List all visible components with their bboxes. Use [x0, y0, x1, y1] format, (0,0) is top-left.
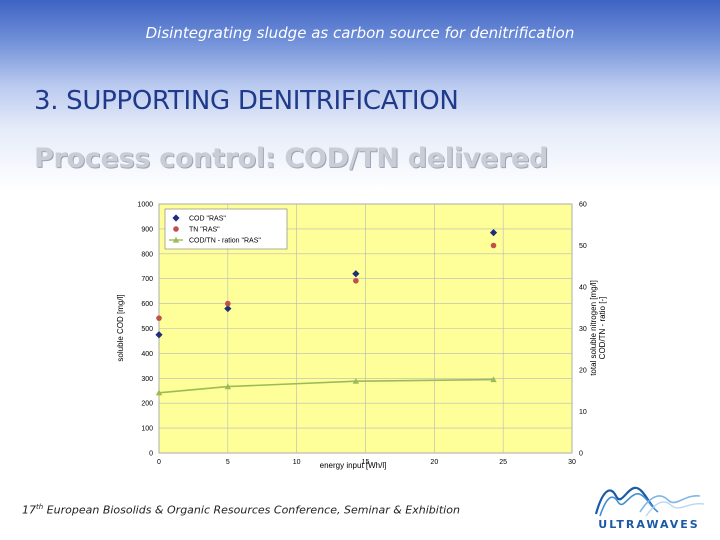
ultrawaves-logo: ULTRAWAVES [588, 482, 710, 534]
data-point [490, 376, 497, 383]
data-point [155, 331, 163, 339]
legend: COD "RAS" TN "RAS" COD/TN - ration "RAS" [164, 208, 288, 250]
data-point [155, 389, 163, 396]
y-right-tick-label: 20 [579, 368, 587, 375]
series-0 [155, 229, 498, 339]
data-point [156, 315, 162, 321]
y-left-tick-label: 700 [141, 276, 153, 283]
logo-text: ULTRAWAVES [598, 518, 700, 531]
y-left-tick-label: 500 [141, 326, 153, 333]
x-tick-label: 0 [157, 459, 161, 466]
legend-marker [172, 214, 180, 222]
y-right-tick-label: 10 [579, 409, 587, 416]
y-left-tick-label: 900 [141, 226, 153, 233]
slide-subtitle: Process control: COD/TN delivered [34, 143, 549, 174]
y-left-tick-label: 1000 [137, 202, 153, 209]
series-line [158, 378, 494, 394]
y-left-tick-label: 400 [141, 351, 153, 358]
footer-text: 17th European Biosolids & Organic Resour… [22, 503, 460, 517]
chart: 0 5 10 15 20 25 300100200300400500600700800900… [116, 202, 607, 471]
data-point [352, 270, 360, 278]
y-axis-label-left: soluble COD [mg/l] [116, 294, 125, 361]
legend-label: COD/TN - ration "RAS" [189, 238, 261, 245]
series-layer [155, 229, 498, 396]
logo-wave-icon [594, 486, 705, 517]
footer-superscript: th [36, 503, 44, 511]
legend-marker [173, 226, 179, 232]
legend-label: COD "RAS" [189, 216, 226, 223]
footer-rest: European Biosolids & Organic Resources C… [43, 503, 460, 517]
header-title: Disintegrating sludge as carbon source f… [145, 24, 575, 42]
legend-marker [172, 236, 180, 243]
data-point [225, 300, 231, 307]
x-tick-label: 15 [362, 459, 370, 466]
x-tick-label: 25 [499, 459, 507, 466]
y-right-tick-label: 50 [579, 243, 587, 250]
section-heading: 3. SUPPORTING DENITRIFICATION [34, 86, 459, 116]
y-left-tick-label: 100 [141, 426, 153, 433]
x-tick-label: 10 [293, 459, 301, 466]
y-left-tick-label: 0 [149, 451, 153, 458]
legend-box [164, 208, 288, 250]
y-left-tick-label: 800 [141, 251, 153, 258]
axes: 0 5 10 15 20 25 300100200300400500600700800900… [137, 202, 586, 467]
x-axis-label: energy input [Wh/l] [320, 461, 387, 470]
data-point [489, 229, 498, 237]
y-right-tick-label: 0 [579, 451, 583, 458]
data-point [352, 378, 360, 384]
y-right-tick-label: 60 [579, 202, 587, 209]
y-left-tick-label: 600 [141, 301, 153, 308]
x-tick-label: 20 [430, 459, 438, 466]
y-axis-label-right-1: total soluble nitrogen [mg/l] [589, 280, 598, 376]
data-point [353, 277, 359, 284]
y-left-tick-label: 200 [141, 401, 153, 408]
series-2 [155, 376, 497, 396]
y-axis-label-right-2: COD/TN - ratio [-] [598, 297, 607, 360]
footer-prefix: 17 [22, 503, 36, 517]
y-right-tick-label: 30 [579, 326, 587, 333]
x-tick-label: 5 [226, 459, 230, 466]
data-point [224, 383, 232, 390]
y-left-tick-label: 300 [141, 376, 153, 383]
x-tick-label: 30 [568, 459, 576, 466]
series-1 [156, 242, 497, 321]
data-point [224, 304, 232, 313]
legend-label: TN "RAS" [189, 227, 220, 234]
data-point [490, 242, 497, 249]
y-right-tick-label: 40 [579, 285, 587, 292]
